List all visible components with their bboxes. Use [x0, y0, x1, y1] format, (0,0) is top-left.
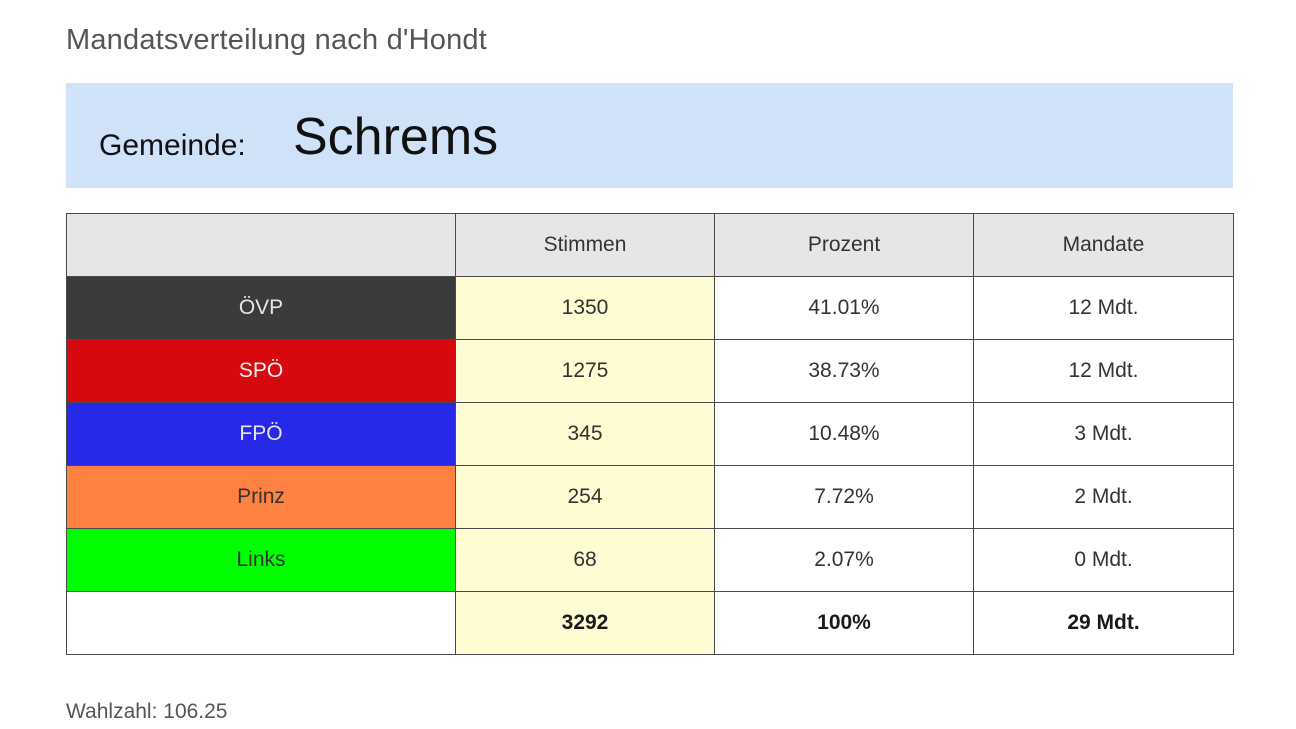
- total-row: 3292 100% 29 Mdt.: [66, 591, 1234, 655]
- table-row: Links 68 2.07% 0 Mdt.: [66, 528, 1234, 592]
- table-row: ÖVP 1350 41.01% 12 Mdt.: [66, 276, 1234, 340]
- party-cell: SPÖ: [66, 339, 456, 403]
- seats-cell: 12 Mdt.: [973, 339, 1234, 403]
- votes-cell: 68: [455, 528, 715, 592]
- seats-cell: 0 Mdt.: [973, 528, 1234, 592]
- percent-cell: 41.01%: [714, 276, 974, 340]
- percent-cell: 7.72%: [714, 465, 974, 529]
- total-votes-cell: 3292: [455, 591, 715, 655]
- table-row: SPÖ 1275 38.73% 12 Mdt.: [66, 339, 1234, 403]
- header-votes: Stimmen: [455, 213, 715, 277]
- percent-cell: 2.07%: [714, 528, 974, 592]
- table-header-row: Stimmen Prozent Mandate: [66, 213, 1234, 277]
- header-percent: Prozent: [714, 213, 974, 277]
- seats-cell: 12 Mdt.: [973, 276, 1234, 340]
- party-cell: Prinz: [66, 465, 456, 529]
- votes-cell: 254: [455, 465, 715, 529]
- seats-cell: 3 Mdt.: [973, 402, 1234, 466]
- page-title: Mandatsverteilung nach d'Hondt: [66, 24, 488, 56]
- municipality-name: Schrems: [293, 108, 499, 166]
- quota-text: Wahlzahl: 106.25: [66, 700, 228, 723]
- results-table: Stimmen Prozent Mandate ÖVP 1350 41.01% …: [66, 213, 1234, 655]
- total-percent-cell: 100%: [714, 591, 974, 655]
- percent-cell: 38.73%: [714, 339, 974, 403]
- municipality-label: Gemeinde:: [99, 129, 246, 162]
- header-seats: Mandate: [973, 213, 1234, 277]
- seats-cell: 2 Mdt.: [973, 465, 1234, 529]
- votes-cell: 1275: [455, 339, 715, 403]
- party-cell: FPÖ: [66, 402, 456, 466]
- party-cell: Links: [66, 528, 456, 592]
- table-row: Prinz 254 7.72% 2 Mdt.: [66, 465, 1234, 529]
- party-cell: ÖVP: [66, 276, 456, 340]
- total-seats-cell: 29 Mdt.: [973, 591, 1234, 655]
- votes-cell: 1350: [455, 276, 715, 340]
- total-party-cell: [66, 591, 456, 655]
- percent-cell: 10.48%: [714, 402, 974, 466]
- header-party: [66, 213, 456, 277]
- municipality-banner: Gemeinde: Schrems: [66, 83, 1233, 188]
- table-row: FPÖ 345 10.48% 3 Mdt.: [66, 402, 1234, 466]
- votes-cell: 345: [455, 402, 715, 466]
